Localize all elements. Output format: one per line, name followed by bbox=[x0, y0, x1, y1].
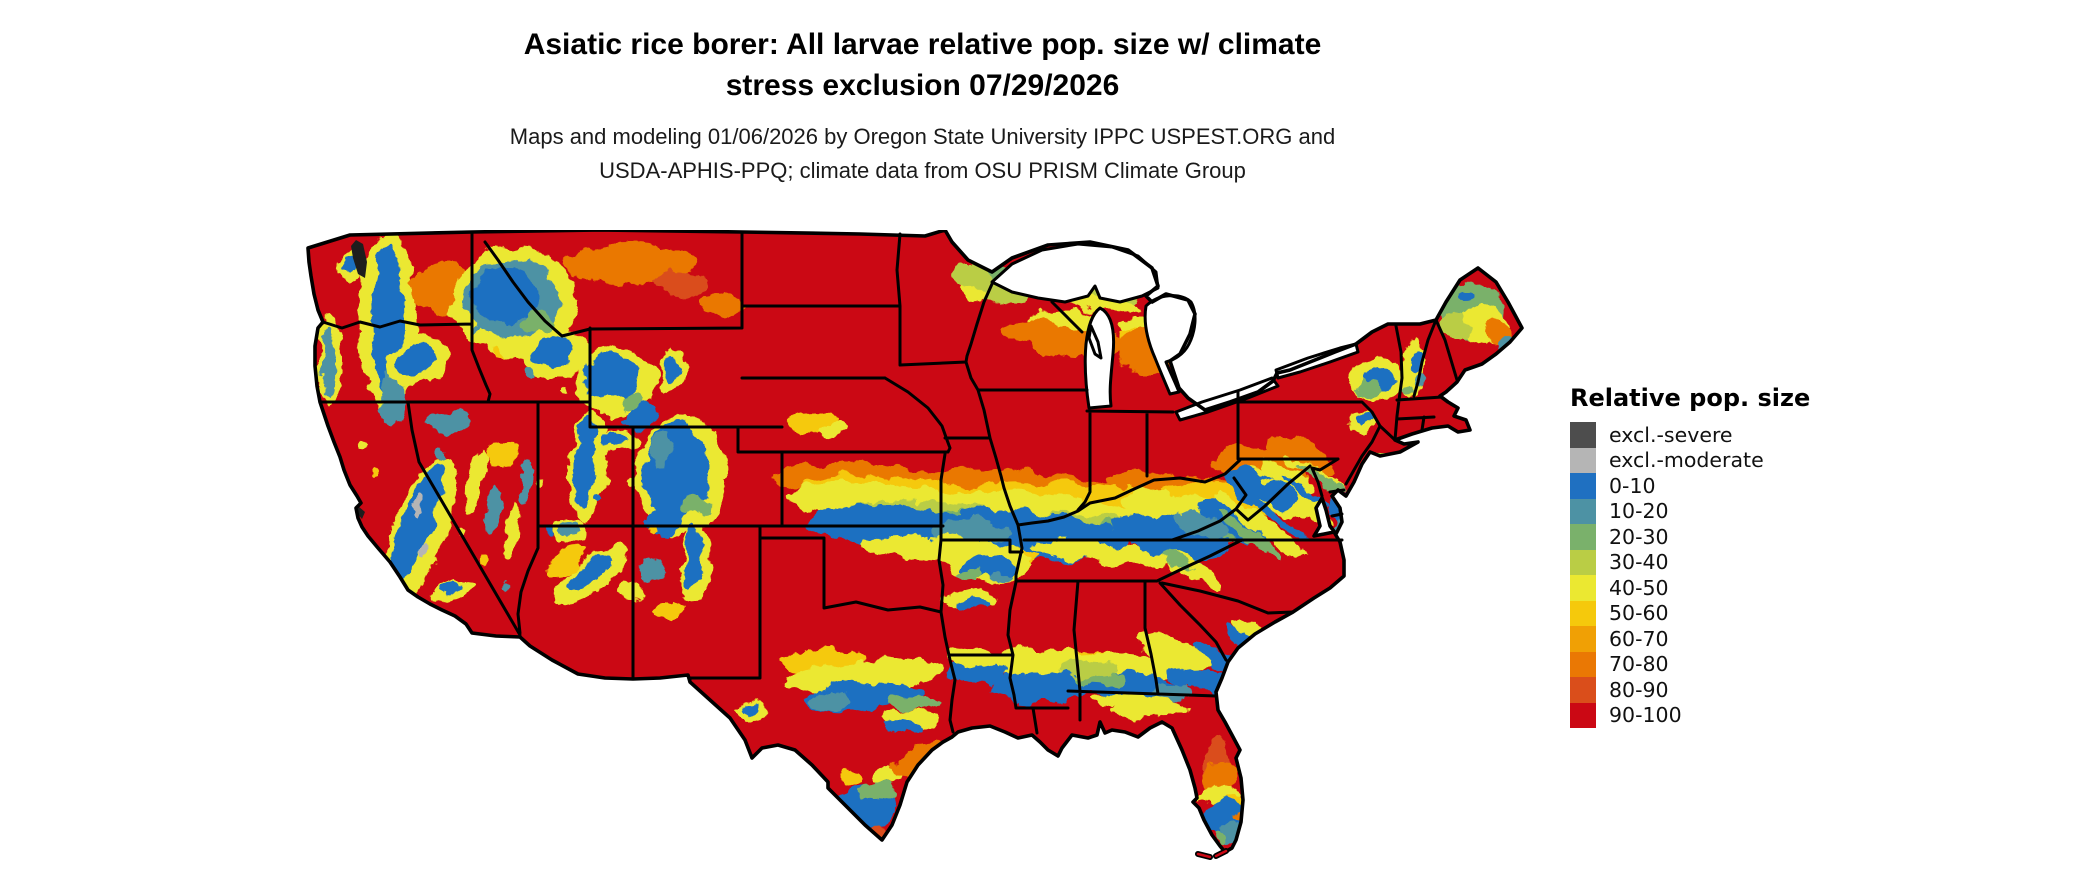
legend-swatch bbox=[1570, 447, 1596, 473]
puget-sound bbox=[351, 240, 367, 278]
legend-label: excl.-moderate bbox=[1609, 448, 1764, 473]
legend-swatch bbox=[1570, 422, 1596, 448]
legend-entry: excl.-moderate bbox=[1570, 447, 1810, 473]
legend-label: 60-70 bbox=[1609, 626, 1669, 651]
map-title: Asiatic rice borer: All larvae relative … bbox=[0, 24, 1845, 106]
legend-swatch bbox=[1570, 498, 1596, 524]
sf-bay bbox=[356, 506, 365, 519]
us-distribution-map bbox=[306, 228, 1524, 860]
legend-swatch bbox=[1570, 702, 1596, 728]
legend-label: 10-20 bbox=[1609, 499, 1669, 524]
legend-swatch bbox=[1570, 549, 1596, 575]
legend-entry: 0-10 bbox=[1570, 473, 1810, 499]
map-subtitle-line1: Maps and modeling 01/06/2026 by Oregon S… bbox=[509, 124, 1336, 149]
map-title-line1: Asiatic rice borer: All larvae relative … bbox=[523, 28, 1322, 61]
legend-entries: excl.-severe excl.-moderate 0-10 10-20 20-30… bbox=[1570, 422, 1810, 728]
legend-entry: 70-80 bbox=[1570, 651, 1810, 677]
legend-label: excl.-severe bbox=[1609, 422, 1733, 447]
legend: Relative pop. size excl.-severe excl.-mod… bbox=[1570, 384, 1810, 728]
legend-label: 50-60 bbox=[1609, 601, 1669, 626]
florida-keys bbox=[1195, 848, 1229, 860]
legend-swatch bbox=[1570, 524, 1596, 550]
map-raster bbox=[308, 230, 1522, 852]
legend-label: 70-80 bbox=[1609, 652, 1669, 677]
legend-swatch bbox=[1570, 651, 1596, 677]
legend-title: Relative pop. size bbox=[1570, 384, 1811, 412]
green-bay bbox=[1087, 324, 1103, 360]
legend-entry: 20-30 bbox=[1570, 524, 1810, 550]
legend-entry: 80-90 bbox=[1570, 677, 1810, 703]
legend-swatch bbox=[1570, 473, 1596, 499]
legend-entry: 30-40 bbox=[1570, 549, 1810, 575]
legend-entry: 60-70 bbox=[1570, 626, 1810, 652]
legend-label: 30-40 bbox=[1609, 550, 1669, 575]
legend-entry: 50-60 bbox=[1570, 600, 1810, 626]
map-title-line2: stress exclusion 07/29/2026 bbox=[725, 69, 1120, 102]
legend-label: 20-30 bbox=[1609, 524, 1669, 549]
legend-entry: 40-50 bbox=[1570, 575, 1810, 601]
legend-label: 80-90 bbox=[1609, 677, 1669, 702]
state-borders bbox=[318, 230, 1459, 735]
map-subtitle-line2: USDA-APHIS-PPQ; climate data from OSU PR… bbox=[599, 158, 1246, 183]
legend-entry: excl.-severe bbox=[1570, 422, 1810, 448]
map-container bbox=[300, 228, 1545, 860]
legend-label: 90-100 bbox=[1609, 703, 1682, 728]
legend-label: 40-50 bbox=[1609, 575, 1669, 600]
legend-swatch bbox=[1570, 575, 1596, 601]
legend-label: 0-10 bbox=[1609, 473, 1656, 498]
legend-swatch bbox=[1570, 677, 1596, 703]
legend-swatch bbox=[1570, 600, 1596, 626]
legend-swatch bbox=[1570, 626, 1596, 652]
legend-entry: 10-20 bbox=[1570, 498, 1810, 524]
legend-entry: 90-100 bbox=[1570, 702, 1810, 728]
map-subtitle: Maps and modeling 01/06/2026 by Oregon S… bbox=[0, 120, 1845, 188]
lake-superior bbox=[990, 242, 1160, 304]
